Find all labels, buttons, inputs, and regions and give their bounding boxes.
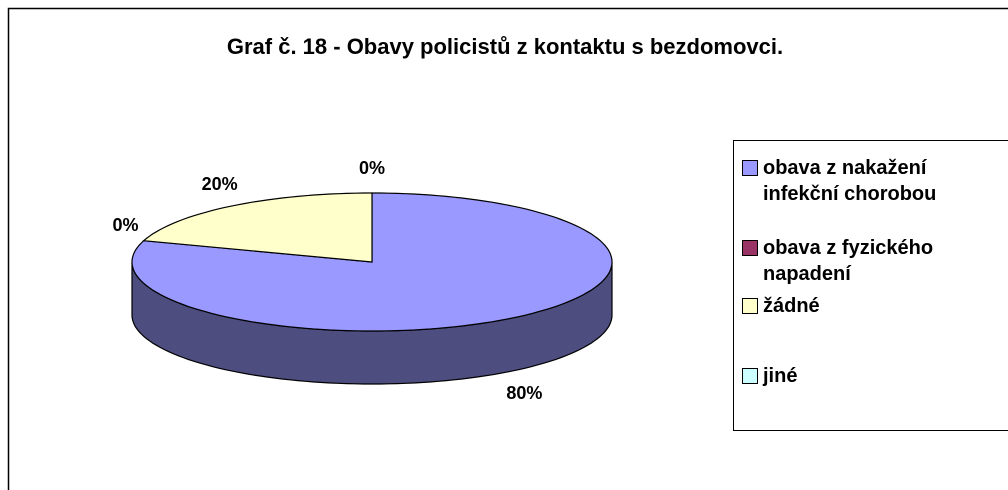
chart-title: Graf č. 18 - Obavy policistů z kontaktu … [227, 34, 783, 59]
legend-item: obava z fyzického napadení [742, 235, 993, 287]
legend: obava z nakažení infekční chorobou obava … [733, 140, 1008, 431]
pie-slice [142, 192, 373, 263]
data-label: 0% [359, 158, 385, 178]
data-label: 0% [112, 215, 138, 235]
chart-frame [7, 7, 1008, 490]
legend-swatch [742, 298, 758, 314]
legend-label: jiné [763, 365, 798, 387]
legend-item: jiné [742, 363, 993, 389]
data-label: 20% [202, 174, 238, 194]
legend-item: žádné [742, 293, 993, 319]
legend-label: žádné [763, 295, 820, 317]
data-label: 80% [506, 383, 542, 403]
legend-swatch [742, 160, 758, 176]
legend-swatch [742, 368, 758, 384]
legend-label: obava z nakažení infekční chorobou [763, 157, 937, 205]
legend-item: obava z nakažení infekční chorobou [742, 155, 993, 207]
legend-swatch [742, 240, 758, 256]
legend-label: obava z fyzického napadení [763, 237, 934, 285]
